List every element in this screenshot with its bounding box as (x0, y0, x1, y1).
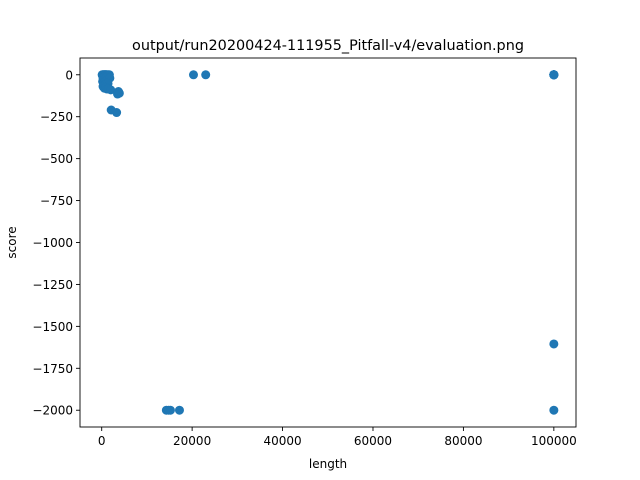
data-point (106, 85, 116, 95)
x-tick-label: 60000 (354, 434, 392, 448)
y-axis-label: score (5, 226, 19, 258)
points-layer (97, 70, 559, 415)
y-axis: 0 −250 −500 −750 −1000 −1250 −1500 −1750 −2000 (32, 68, 80, 418)
data-point (188, 70, 198, 80)
x-tick-label: 20000 (173, 434, 211, 448)
x-axis-label: length (309, 457, 347, 471)
x-tick-label: 80000 (444, 434, 482, 448)
x-tick-label: 100000 (531, 434, 577, 448)
y-tick-label: −750 (40, 194, 73, 208)
x-tick-label: 0 (98, 434, 106, 448)
data-point (549, 70, 559, 80)
data-point (549, 339, 559, 349)
y-tick-label: −1000 (32, 236, 73, 250)
y-tick-label: −1500 (32, 320, 73, 334)
data-point (112, 108, 122, 118)
x-tick-label: 40000 (263, 434, 301, 448)
data-point (549, 405, 559, 415)
y-tick-label: −500 (40, 152, 73, 166)
y-tick-label: −1750 (32, 362, 73, 376)
y-tick-label: −250 (40, 110, 73, 124)
x-axis: 0 20000 40000 60000 80000 100000 (98, 427, 577, 448)
chart-title: output/run20200424-111955_Pitfall-v4/eva… (132, 38, 524, 54)
y-tick-label: −2000 (32, 404, 73, 418)
data-point (174, 405, 184, 415)
data-point (165, 405, 175, 415)
data-point (114, 88, 124, 98)
y-tick-label: 0 (65, 68, 73, 82)
y-tick-label: −1250 (32, 278, 73, 292)
data-point (201, 70, 211, 80)
